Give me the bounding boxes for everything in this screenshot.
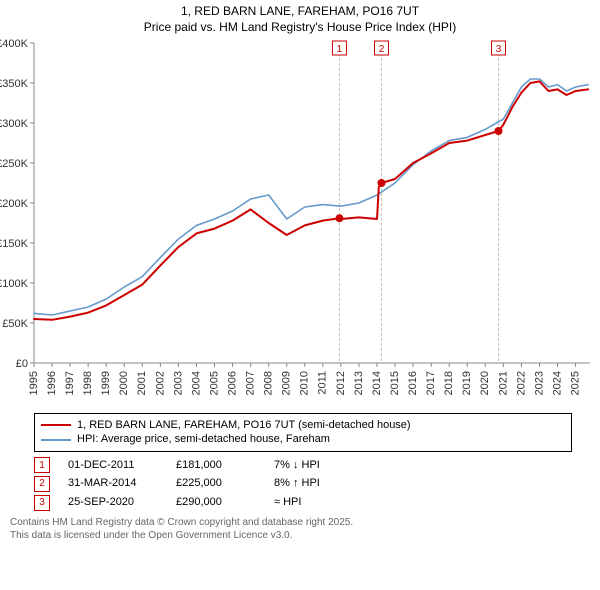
title-line2: Price paid vs. HM Land Registry's House … <box>0 20 600 36</box>
svg-text:£200K: £200K <box>0 198 29 210</box>
svg-text:2000: 2000 <box>118 371 130 395</box>
svg-text:2: 2 <box>379 44 385 55</box>
svg-text:2024: 2024 <box>551 371 563 395</box>
svg-text:£0: £0 <box>16 358 28 370</box>
event-date-2: 31-MAR-2014 <box>68 474 158 493</box>
legend-row-1: 1, RED BARN LANE, FAREHAM, PO16 7UT (sem… <box>41 418 565 432</box>
svg-text:2010: 2010 <box>299 371 311 395</box>
svg-text:£300K: £300K <box>0 118 29 130</box>
svg-text:£350K: £350K <box>0 78 29 90</box>
svg-text:2021: 2021 <box>497 371 509 395</box>
svg-text:2005: 2005 <box>208 371 220 395</box>
svg-text:£150K: £150K <box>0 238 29 250</box>
svg-text:2007: 2007 <box>245 371 257 395</box>
title-line1: 1, RED BARN LANE, FAREHAM, PO16 7UT <box>0 4 600 20</box>
svg-text:2003: 2003 <box>172 371 184 395</box>
svg-text:2011: 2011 <box>317 371 329 395</box>
event-badge-1: 1 <box>34 457 50 473</box>
svg-text:2012: 2012 <box>335 371 347 395</box>
svg-text:2002: 2002 <box>154 371 166 395</box>
footnote: Contains HM Land Registry data © Crown c… <box>10 516 590 542</box>
svg-text:2008: 2008 <box>263 371 275 395</box>
event-row-2: 2 31-MAR-2014 £225,000 8% ↑ HPI <box>34 474 572 493</box>
legend-label-1: 1, RED BARN LANE, FAREHAM, PO16 7UT (sem… <box>77 418 411 432</box>
svg-text:2023: 2023 <box>533 371 545 395</box>
event-price-3: £290,000 <box>176 493 256 512</box>
svg-text:1996: 1996 <box>46 371 58 395</box>
event-delta-3: ≈ HPI <box>274 493 354 512</box>
event-row-3: 3 25-SEP-2020 £290,000 ≈ HPI <box>34 493 572 512</box>
event-date-3: 25-SEP-2020 <box>68 493 158 512</box>
svg-text:1: 1 <box>337 44 343 55</box>
svg-text:2017: 2017 <box>425 371 437 395</box>
svg-text:2025: 2025 <box>569 371 581 395</box>
svg-text:2001: 2001 <box>136 371 148 395</box>
svg-text:2019: 2019 <box>461 371 473 395</box>
legend-row-2: HPI: Average price, semi-detached house,… <box>41 432 565 446</box>
svg-text:2014: 2014 <box>371 371 383 395</box>
chart-svg: £0 £50K £100K £150K £200K £250K £300K £350K £400… <box>0 37 600 407</box>
svg-text:£400K: £400K <box>0 38 29 50</box>
legend-box: 1, RED BARN LANE, FAREHAM, PO16 7UT (sem… <box>34 413 572 452</box>
legend-swatch-blue <box>41 439 71 441</box>
svg-text:2013: 2013 <box>353 371 365 395</box>
event-date-1: 01-DEC-2011 <box>68 456 158 475</box>
svg-text:1997: 1997 <box>64 371 76 395</box>
svg-text:2018: 2018 <box>443 371 455 395</box>
svg-text:1999: 1999 <box>100 371 112 395</box>
event-row-1: 1 01-DEC-2011 £181,000 7% ↓ HPI <box>34 456 572 475</box>
svg-text:2009: 2009 <box>281 371 293 395</box>
event-price-1: £181,000 <box>176 456 256 475</box>
legend-swatch-red <box>41 424 71 426</box>
svg-text:2022: 2022 <box>515 371 527 395</box>
chart-area: £0 £50K £100K £150K £200K £250K £300K £350K £400… <box>0 37 600 407</box>
events-table: 1 01-DEC-2011 £181,000 7% ↓ HPI 2 31-MAR… <box>34 456 572 512</box>
svg-text:2015: 2015 <box>389 371 401 395</box>
svg-text:2006: 2006 <box>226 371 238 395</box>
event-price-2: £225,000 <box>176 474 256 493</box>
chart-title-block: 1, RED BARN LANE, FAREHAM, PO16 7UT Pric… <box>0 0 600 37</box>
event-delta-1: 7% ↓ HPI <box>274 456 354 475</box>
event-badge-3: 3 <box>34 495 50 511</box>
svg-text:£100K: £100K <box>0 278 29 290</box>
event-badge-2: 2 <box>34 476 50 492</box>
footnote-line2: This data is licensed under the Open Gov… <box>10 529 590 542</box>
svg-text:£250K: £250K <box>0 158 29 170</box>
event-delta-2: 8% ↑ HPI <box>274 474 354 493</box>
legend-label-2: HPI: Average price, semi-detached house,… <box>77 432 330 446</box>
svg-text:2004: 2004 <box>190 371 202 395</box>
svg-text:2016: 2016 <box>407 371 419 395</box>
svg-text:2020: 2020 <box>479 371 491 395</box>
svg-text:1998: 1998 <box>82 371 94 395</box>
footnote-line1: Contains HM Land Registry data © Crown c… <box>10 516 590 529</box>
svg-text:£50K: £50K <box>2 318 28 330</box>
svg-text:1995: 1995 <box>28 371 40 395</box>
svg-text:3: 3 <box>496 44 502 55</box>
